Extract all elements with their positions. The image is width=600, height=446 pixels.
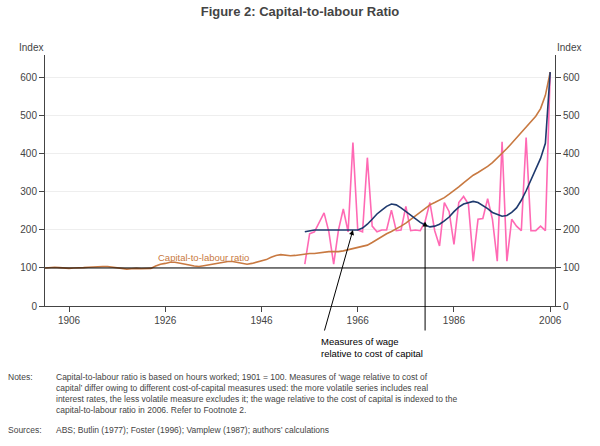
svg-text:1986: 1986 xyxy=(443,315,466,326)
svg-text:400: 400 xyxy=(563,148,580,159)
svg-text:Sources:: Sources: xyxy=(8,425,42,435)
svg-text:Index: Index xyxy=(19,42,43,53)
svg-text:0: 0 xyxy=(563,301,569,312)
svg-text:500: 500 xyxy=(563,110,580,121)
svg-text:600: 600 xyxy=(563,72,580,83)
svg-text:100: 100 xyxy=(563,262,580,273)
svg-text:0: 0 xyxy=(31,301,37,312)
svg-text:ABS; Butlin (1977); Foster (19: ABS; Butlin (1977); Foster (1996); Vampl… xyxy=(56,425,329,435)
svg-text:300: 300 xyxy=(563,186,580,197)
svg-text:500: 500 xyxy=(20,110,37,121)
svg-text:Capital-to-labour ratio is bas: Capital-to-labour ratio is based on hour… xyxy=(56,372,457,415)
svg-text:100: 100 xyxy=(20,262,37,273)
svg-text:300: 300 xyxy=(20,186,37,197)
svg-text:Measures of wagerelative to co: Measures of wagerelative to cost of capi… xyxy=(321,336,423,359)
svg-text:Index: Index xyxy=(557,42,581,53)
svg-text:1966: 1966 xyxy=(347,315,370,326)
svg-text:1926: 1926 xyxy=(154,315,177,326)
svg-text:Notes:: Notes: xyxy=(8,372,33,382)
svg-text:200: 200 xyxy=(563,224,580,235)
svg-text:2006: 2006 xyxy=(539,315,562,326)
svg-text:1906: 1906 xyxy=(58,315,81,326)
svg-text:1946: 1946 xyxy=(250,315,273,326)
svg-text:400: 400 xyxy=(20,148,37,159)
svg-text:Figure 2: Capital-to-labour Ra: Figure 2: Capital-to-labour Ratio xyxy=(201,4,400,19)
svg-text:200: 200 xyxy=(20,224,37,235)
svg-text:Capital-to-labour ratio: Capital-to-labour ratio xyxy=(158,252,249,263)
svg-text:600: 600 xyxy=(20,72,37,83)
